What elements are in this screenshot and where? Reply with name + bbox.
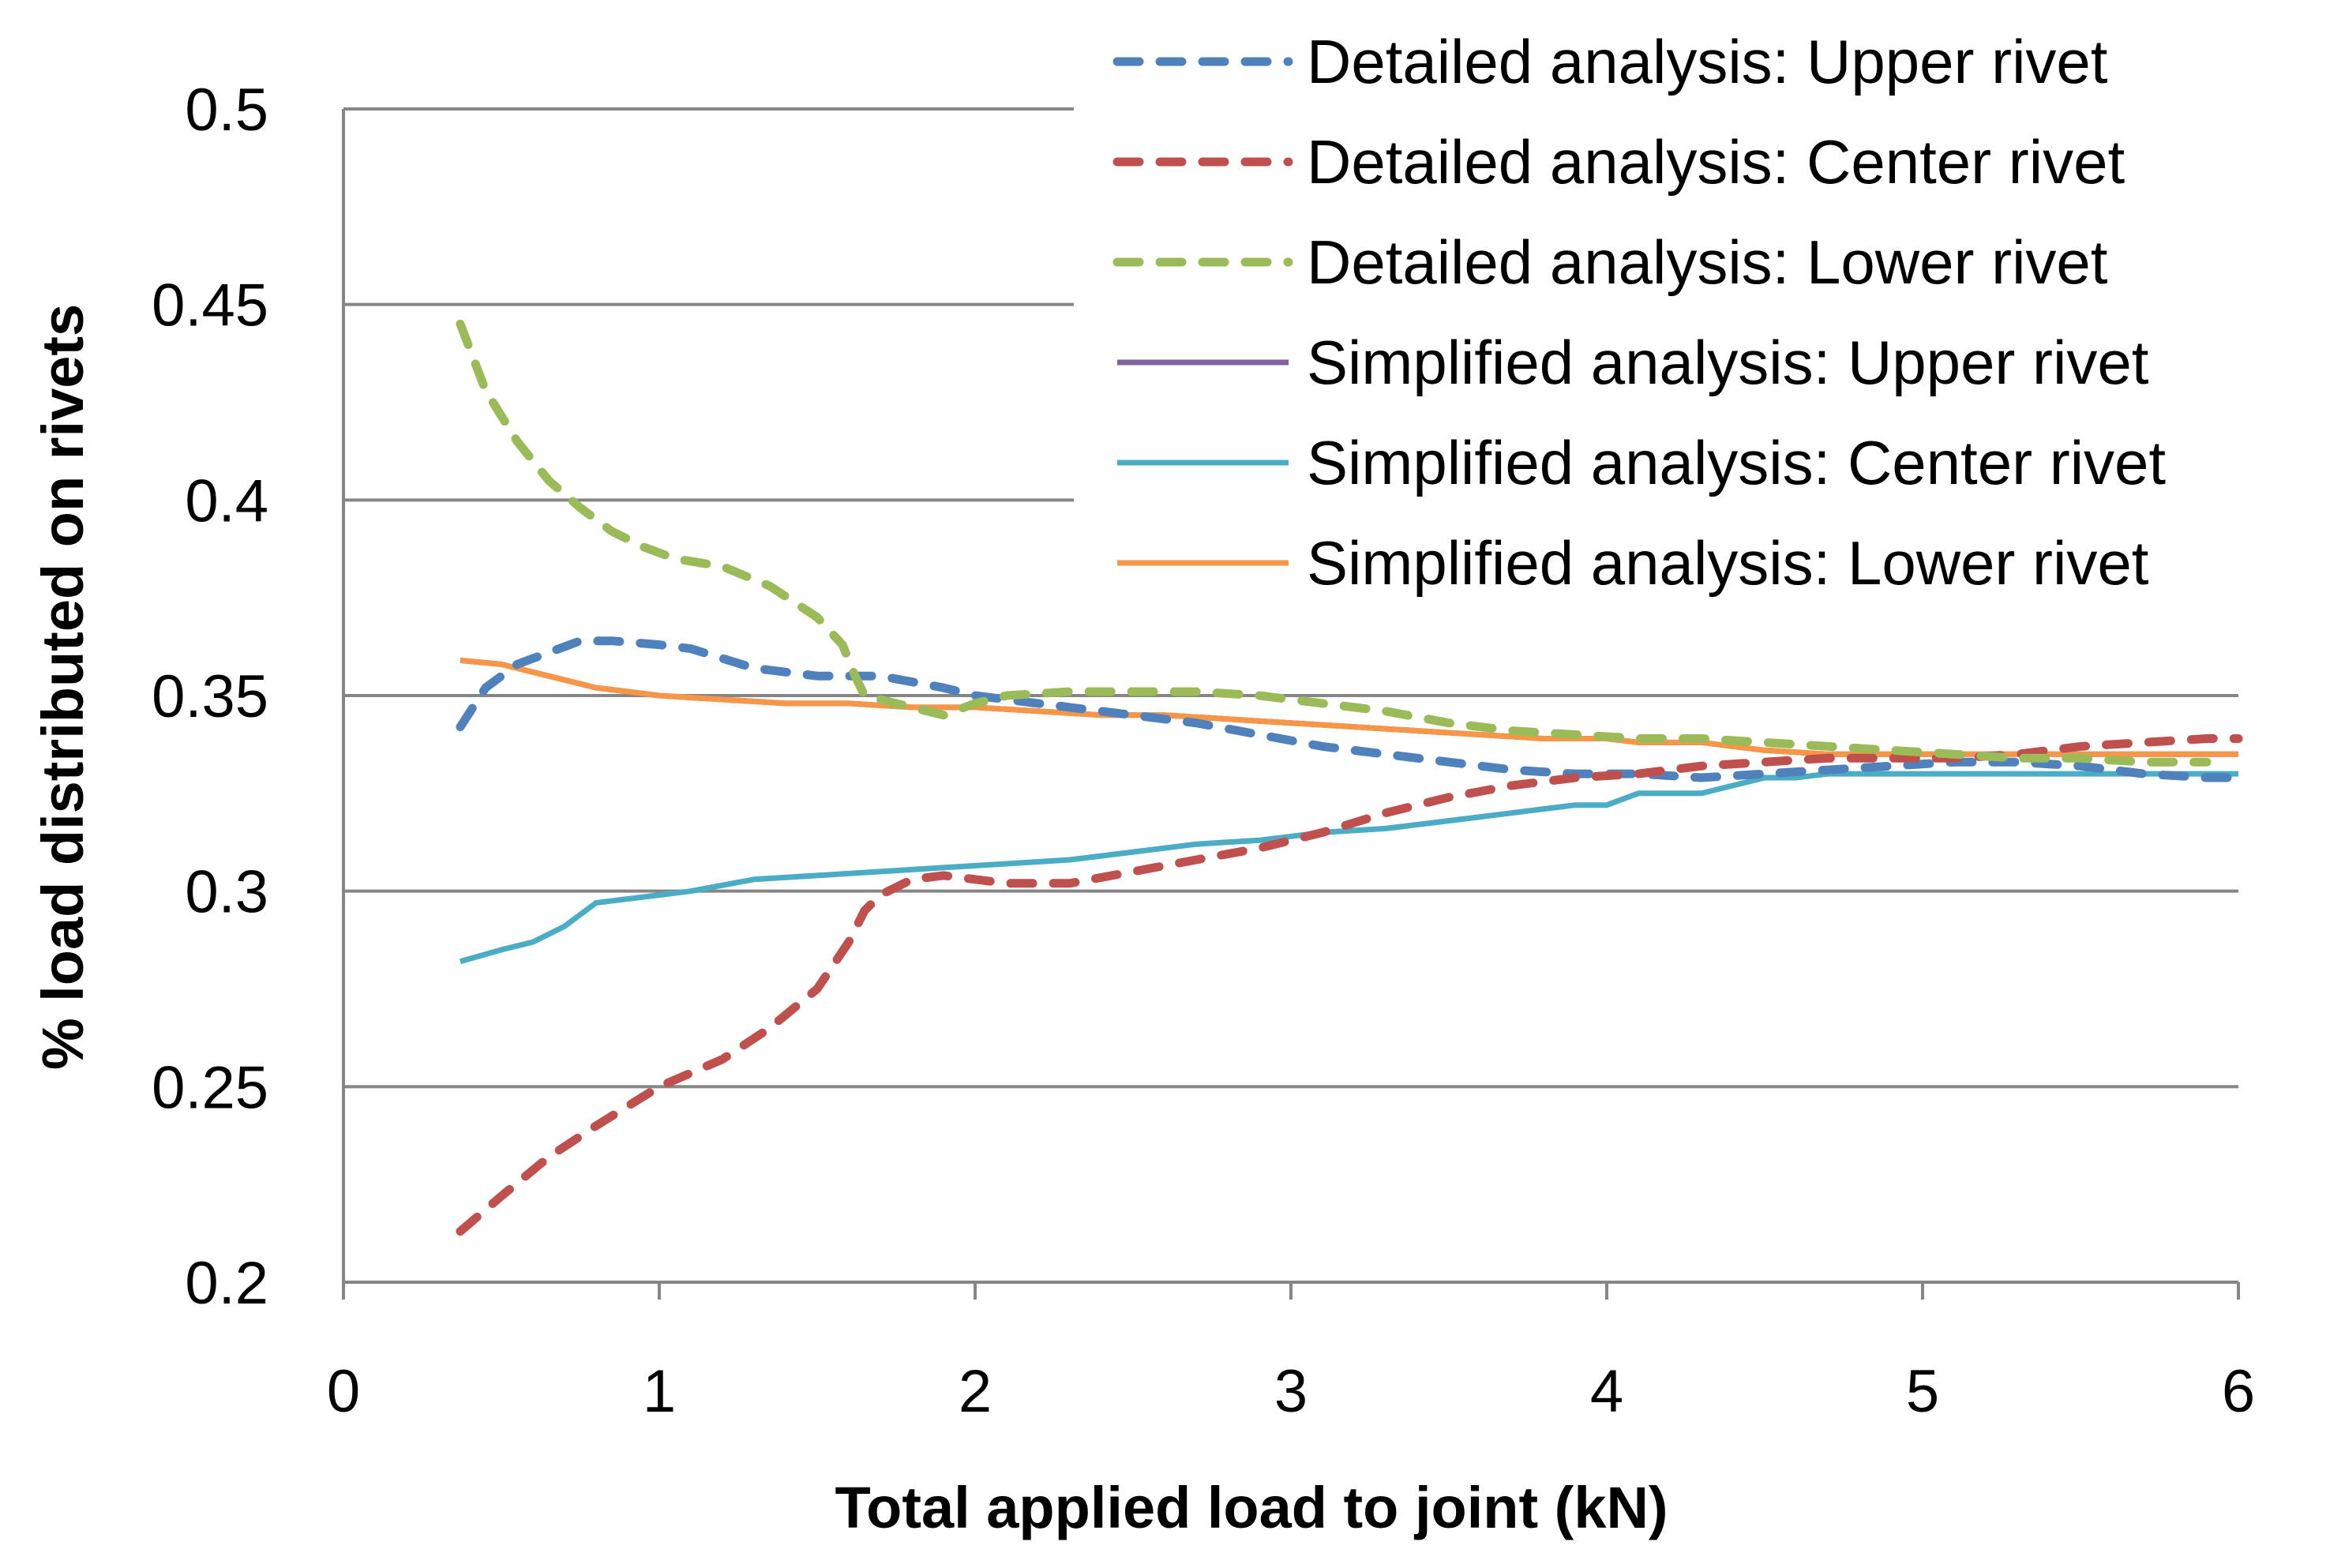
y-tick-label: 0.2	[185, 1250, 268, 1317]
x-tick-label: 4	[1590, 1358, 1623, 1425]
y-tick-label: 0.35	[152, 663, 268, 730]
x-tick-label: 2	[959, 1358, 992, 1425]
legend-label-simplified-analysis-center-rivet: Simplified analysis: Center rivet	[1307, 428, 2166, 497]
y-tick-label: 0.4	[185, 467, 268, 535]
tick-marks	[342, 1282, 2240, 1300]
series-lines	[456, 319, 2243, 1236]
y-tick-label: 0.25	[152, 1054, 268, 1121]
y-tick-labels: 0.2 0.25 0.3 0.35 0.4 0.45 0.5	[152, 77, 268, 1317]
legend-background	[1074, 8, 2337, 608]
y-tick-label: 0.3	[185, 859, 268, 926]
legend: Detailed analysis: Upper rivet Detailed a…	[1074, 8, 2337, 608]
x-tick-label: 0	[327, 1358, 360, 1425]
x-tick-label: 3	[1274, 1358, 1308, 1425]
x-tick-label: 1	[643, 1358, 676, 1425]
y-axis-title: % load distributed on rivets	[30, 304, 96, 1070]
legend-label-simplified-analysis-upper-rivet: Simplified analysis: Upper rivet	[1307, 328, 2149, 397]
legend-label-detailed-analysis-lower-rivet: Detailed analysis: Lower rivet	[1307, 227, 2108, 297]
x-tick-labels: 0 1 2 3 4 5 6	[327, 1358, 2255, 1425]
y-tick-label: 0.5	[185, 77, 268, 144]
series-line-simplified-analysis-center-rivet	[460, 771, 2238, 965]
series-line-detailed-analysis-lower-rivet	[456, 319, 2212, 767]
x-axis-title: Total applied load to joint (kN)	[835, 1475, 1668, 1540]
x-tick-label: 5	[1906, 1358, 1939, 1425]
series-line-detailed-analysis-upper-rivet	[456, 636, 2243, 782]
series-line-detailed-analysis-center-rivet	[456, 734, 2243, 1236]
legend-label-simplified-analysis-lower-rivet: Simplified analysis: Lower rivet	[1307, 528, 2149, 598]
legend-label-detailed-analysis-upper-rivet: Detailed analysis: Upper rivet	[1307, 27, 2108, 96]
legend-label-detailed-analysis-center-rivet: Detailed analysis: Center rivet	[1307, 127, 2125, 197]
x-tick-label: 6	[2222, 1358, 2255, 1425]
y-tick-label: 0.45	[152, 272, 268, 339]
series-line-simplified-analysis-lower-rivet	[460, 657, 2238, 757]
